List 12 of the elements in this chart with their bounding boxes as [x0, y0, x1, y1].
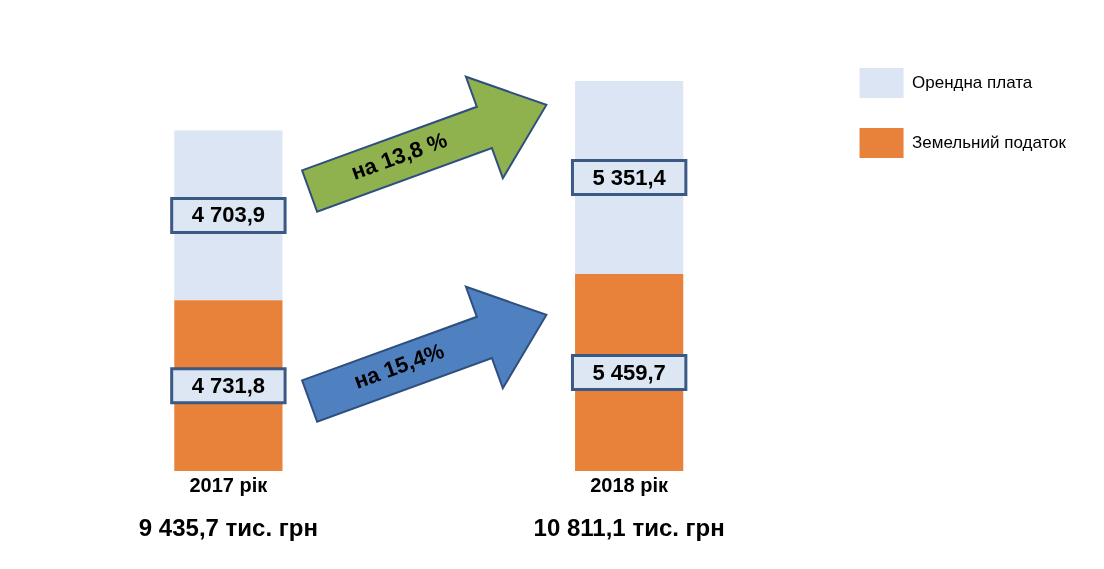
total-label: 10 811,1 тис. грн	[533, 513, 725, 541]
legend-label: Орендна плата	[912, 72, 1033, 92]
data-label: 5 459,7	[592, 359, 666, 385]
data-label: 5 351,4	[592, 164, 667, 190]
total-label: 9 435,7 тис. грн	[138, 513, 318, 541]
legend-label: Земельний податок	[912, 132, 1067, 152]
x-tick-label: 2017 рік	[189, 473, 269, 496]
x-tick-label: 2018 рік	[590, 473, 670, 496]
data-label: 4 731,8	[191, 372, 266, 398]
annotation: на 15,4%	[349, 337, 449, 396]
data-label: 4 703,9	[191, 202, 266, 228]
annotation: на 13,8 %	[346, 126, 452, 187]
